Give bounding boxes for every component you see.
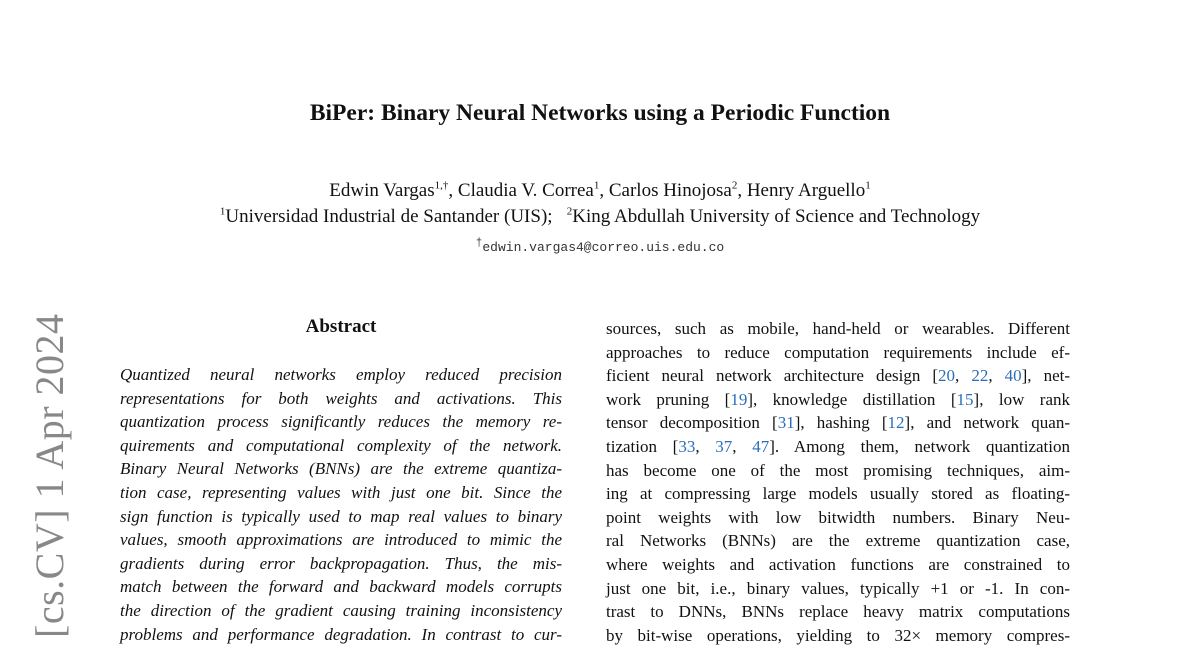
- arxiv-stamp: [cs.CV] 1 Apr 2024: [27, 313, 72, 638]
- text-segment: ], knowledge distillation [: [747, 389, 957, 409]
- affiliation-name: Universidad Industrial de Santander (UIS…: [225, 206, 553, 227]
- intro-line: point weights with low bitwidth numbers.…: [606, 506, 1070, 530]
- text-segment: tization [: [606, 436, 679, 456]
- text-segment: ], hashing [: [794, 413, 888, 433]
- text-segment: ,: [732, 436, 753, 456]
- abstract-line: values, smooth approximations are introd…: [120, 530, 562, 550]
- citation-link[interactable]: 40: [1004, 366, 1022, 386]
- email-address[interactable]: edwin.vargas4@correo.uis.edu.co: [482, 240, 725, 255]
- abstract-line: problems and performance degradation. In…: [120, 624, 562, 644]
- text-segment: by bit-wise operations, yielding to 32× …: [606, 625, 1070, 645]
- abstract-heading: Abstract: [305, 316, 377, 337]
- author-name: Henry Arguello: [746, 180, 866, 201]
- text-segment: point weights with low bitwidth numbers.…: [606, 507, 1070, 527]
- text-segment: ral Networks (BNNs) are the extreme quan…: [606, 531, 1070, 551]
- abstract-line: quirements and computational complexity …: [120, 435, 562, 455]
- author-name: Carlos Hinojosa: [608, 180, 732, 201]
- intro-line: approaches to reduce computation require…: [606, 341, 1070, 365]
- text-segment: where weights and activation functions a…: [606, 554, 1070, 574]
- text-segment: approaches to reduce computation require…: [606, 342, 1070, 362]
- affiliations: 1Universidad Industrial de Santander (UI…: [0, 206, 1200, 228]
- intro-line: has become one of the most promising tec…: [606, 459, 1070, 483]
- text-segment: tensor decomposition [: [606, 413, 778, 433]
- abstract-line: sign function is typically used to map r…: [120, 506, 562, 526]
- intro-line: ral Networks (BNNs) are the extreme quan…: [606, 529, 1070, 553]
- author-affiliation-mark: 1,†: [434, 179, 449, 192]
- text-segment: ], net-: [1021, 366, 1071, 386]
- intro-line: tensor decomposition [31], hashing [12],…: [606, 411, 1070, 435]
- text-segment: ficient neural network architecture desi…: [606, 366, 939, 386]
- citation-link[interactable]: 20: [938, 366, 956, 386]
- citation-link[interactable]: 19: [730, 389, 748, 409]
- affiliation-name: King Abdullah University of Science and …: [572, 206, 981, 227]
- abstract-line: the direction of the gradient causing tr…: [120, 600, 562, 620]
- abstract-line: Binary Neural Networks (BNNs) are the ex…: [120, 459, 562, 479]
- text-segment: work pruning [: [606, 389, 731, 409]
- email-marker: †: [475, 237, 483, 250]
- abstract-line: tion case, representing values with just…: [120, 482, 562, 502]
- text-segment: trast to DNNs, BNNs replace heavy matrix…: [606, 602, 1070, 622]
- abstract-line: Quantized neural networks employ reduced…: [120, 365, 562, 384]
- intro-line: trast to DNNs, BNNs replace heavy matrix…: [606, 600, 1070, 624]
- paper-title: BiPer: Binary Neural Networks using a Pe…: [309, 100, 891, 126]
- intro-line: work pruning [19], knowledge distillatio…: [606, 388, 1070, 412]
- introduction-body: sources, such as mobile, hand-held or we…: [606, 317, 1070, 647]
- intro-line: ficient neural network architecture desi…: [606, 364, 1070, 388]
- text-segment: has become one of the most promising tec…: [606, 460, 1070, 480]
- citation-link[interactable]: 31: [777, 413, 795, 433]
- intro-line: sources, such as mobile, hand-held or we…: [606, 317, 1070, 341]
- intro-line: just one bit, i.e., binary values, typic…: [606, 577, 1070, 601]
- author-affiliation-mark: 1: [865, 179, 871, 192]
- text-segment: ], low rank: [973, 389, 1071, 409]
- citation-link[interactable]: 33: [678, 436, 696, 456]
- author-name: Claudia V. Correa: [457, 180, 594, 201]
- intro-line: tization [33, 37, 47]. Among them, netwo…: [606, 435, 1070, 459]
- author-name: Edwin Vargas: [329, 180, 435, 201]
- abstract-line: quantization process significantly reduc…: [120, 412, 562, 432]
- citation-link[interactable]: 12: [887, 413, 905, 433]
- citation-link[interactable]: 15: [956, 389, 974, 409]
- text-segment: sources, such as mobile, hand-held or we…: [606, 319, 1070, 338]
- text-segment: ,: [695, 436, 716, 456]
- abstract-line: gradients during error backpropagation. …: [120, 553, 562, 573]
- text-segment: ,: [988, 366, 1005, 386]
- intro-line: by bit-wise operations, yielding to 32× …: [606, 624, 1070, 648]
- author-affiliation-mark: 1: [593, 179, 600, 192]
- text-segment: ], and network quan-: [904, 413, 1070, 433]
- intro-line: where weights and activation functions a…: [606, 553, 1070, 577]
- abstract-body: Quantized neural networks employ reduced…: [120, 363, 562, 646]
- text-segment: just one bit, i.e., binary values, typic…: [606, 578, 1070, 598]
- affiliation-mark: 2: [566, 205, 573, 218]
- author-affiliation-mark: 2: [731, 179, 738, 192]
- abstract-line: representations for both weights and act…: [120, 388, 562, 408]
- citation-link[interactable]: 22: [971, 366, 989, 386]
- abstract-line: match between the forward and backward m…: [120, 577, 562, 597]
- text-segment: ]. Among them, network quantization: [769, 436, 1070, 456]
- contact-email: †edwin.vargas4@correo.uis.edu.co: [0, 237, 1200, 255]
- text-segment: ,: [955, 366, 972, 386]
- author-list: Edwin Vargas1,†, Claudia V. Correa1, Car…: [329, 179, 871, 201]
- citation-link[interactable]: 47: [752, 436, 770, 456]
- text-segment: ing at compressing large models usually …: [606, 484, 1070, 504]
- citation-link[interactable]: 37: [715, 436, 733, 456]
- affiliation-mark: 1: [219, 205, 226, 218]
- intro-line: ing at compressing large models usually …: [606, 482, 1070, 506]
